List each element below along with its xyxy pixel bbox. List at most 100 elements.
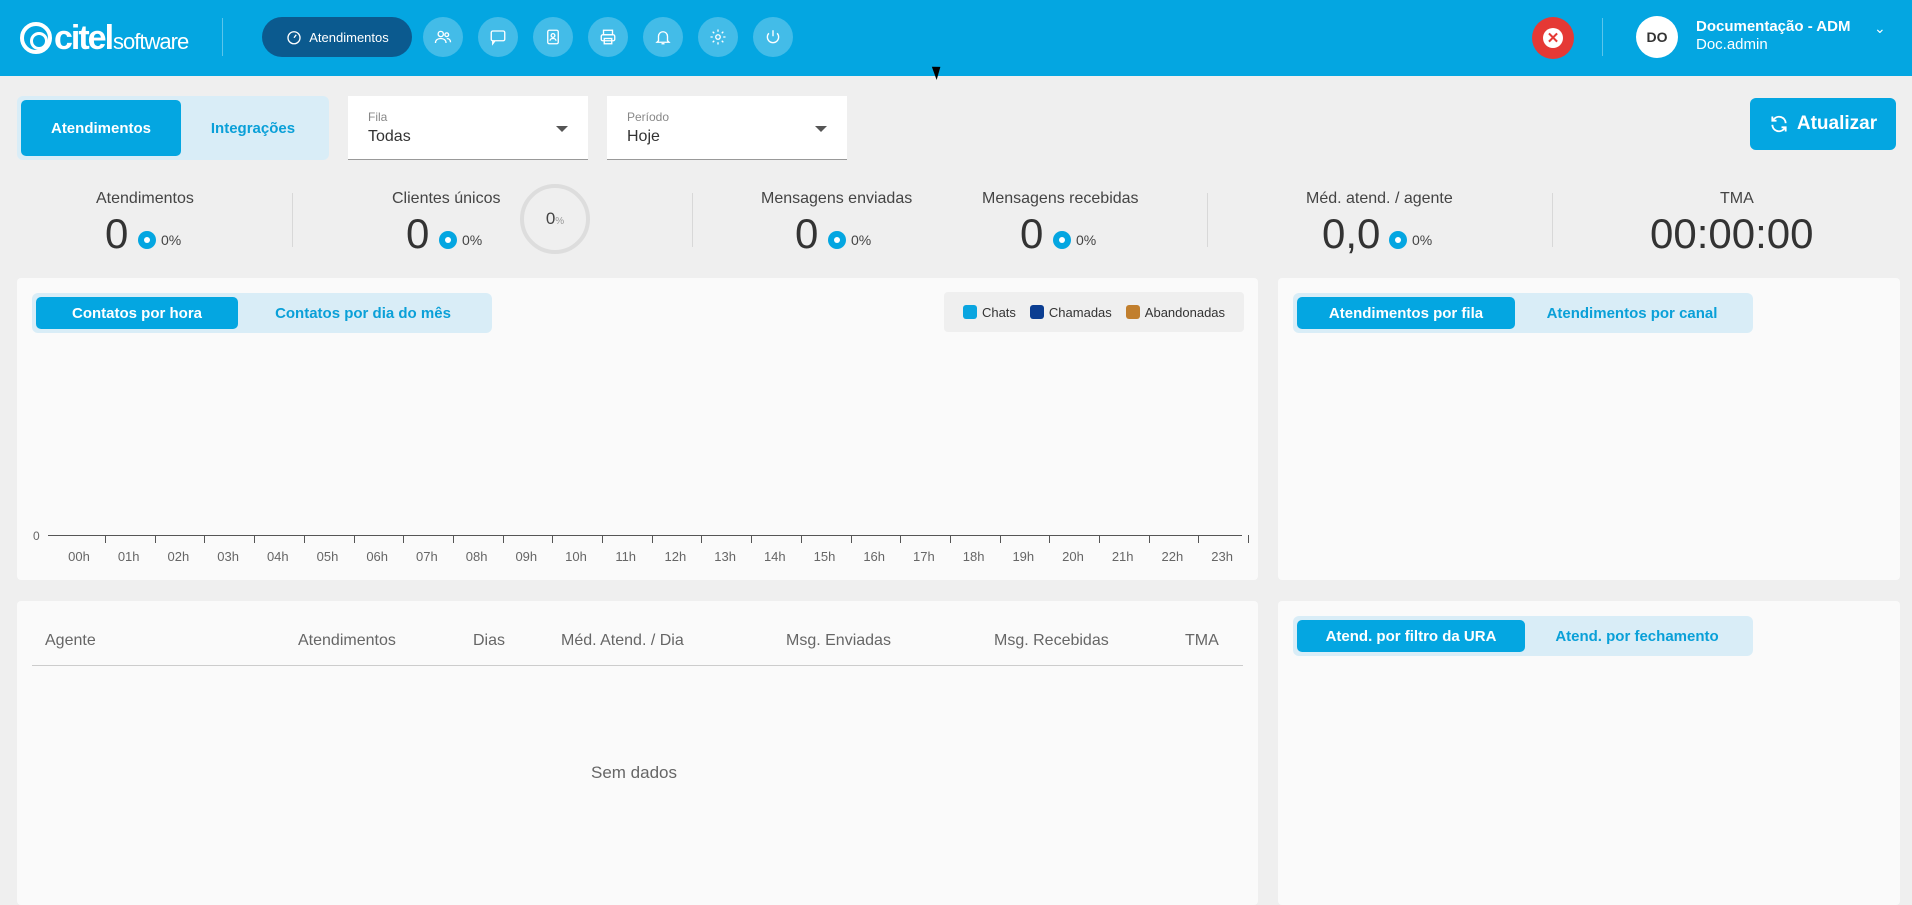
nav-settings-button[interactable] — [698, 17, 738, 57]
tab-atendimentos[interactable]: Atendimentos — [21, 100, 181, 156]
x-axis-tick-label: 05h — [316, 549, 339, 564]
legend-label-abandoned: Abandonadas — [1144, 304, 1226, 320]
refresh-icon — [1771, 115, 1787, 133]
nav-logout-button[interactable] — [753, 17, 793, 57]
refresh-button[interactable]: Atualizar — [1750, 98, 1896, 150]
gear-icon — [710, 29, 726, 45]
stat-recebidas-value: 0 — [1020, 210, 1044, 257]
col-header-media[interactable]: Méd. Atend. / Dia — [561, 632, 684, 649]
col-header-msg-enviadas[interactable]: Msg. Enviadas — [786, 632, 891, 649]
x-axis-tick — [502, 535, 504, 543]
user-name[interactable]: Documentação - ADM — [1696, 18, 1851, 35]
x-axis-tick-label: 14h — [763, 549, 786, 564]
legend-item-chats[interactable]: Chats — [962, 304, 1016, 320]
legend-swatch-abandoned — [1125, 305, 1140, 319]
x-axis-tick — [800, 535, 802, 543]
legend-item-abandoned[interactable]: Abandonadas — [1125, 304, 1226, 320]
stat-divider — [692, 193, 693, 247]
legend-label-chats: Chats — [981, 304, 1016, 320]
caret-down-icon — [556, 126, 568, 132]
col-header-tma[interactable]: TMA — [1185, 632, 1219, 649]
nav-atendimentos-label: Atendimentos — [309, 29, 389, 45]
target-icon — [828, 231, 846, 249]
x-axis-tick — [552, 535, 554, 543]
x-axis-tick — [1198, 535, 1200, 543]
stat-tma-title: TMA — [1720, 190, 1754, 207]
agent-table-panel — [17, 601, 1258, 905]
queue-select[interactable]: Fila Todas — [348, 96, 588, 160]
x-axis-tick — [751, 535, 753, 543]
period-select-value: Hoje — [627, 128, 660, 145]
x-axis-tick-label: 11h — [615, 549, 637, 564]
close-button[interactable]: ✕ — [1532, 17, 1574, 59]
chart-legend: Chats Chamadas Abandonadas — [944, 292, 1244, 332]
nav-print-button[interactable] — [588, 17, 628, 57]
x-axis-tick-label: 02h — [167, 549, 190, 564]
clientes-ring-gauge: 0% — [520, 184, 590, 254]
tab-contatos-por-dia[interactable]: Contatos por dia do mês — [275, 304, 451, 322]
stat-atendimentos: Atendimentos — [96, 190, 194, 208]
nav-notifications-button[interactable] — [643, 17, 683, 57]
nav-users-button[interactable] — [423, 17, 463, 57]
chevron-down-icon[interactable]: ⌄ — [1874, 20, 1886, 36]
x-axis-tick-label: 10h — [565, 549, 587, 564]
y-axis-zero-label: 0 — [33, 529, 40, 543]
x-axis-tick — [1248, 535, 1250, 543]
tab-atend-por-filtro-ura[interactable]: Atend. por filtro da URA — [1297, 620, 1525, 652]
x-axis-tick-label: 21h — [1111, 549, 1134, 564]
tab-integracoes[interactable]: Integrações — [210, 119, 296, 137]
x-axis-tick — [154, 535, 156, 543]
avatar[interactable]: DO — [1636, 16, 1678, 58]
col-header-atendimentos[interactable]: Atendimentos — [298, 632, 396, 649]
dashboard-gauge-icon — [287, 31, 301, 45]
x-axis-tick — [452, 535, 454, 543]
stat-atendimentos-pct-text: 0% — [161, 232, 182, 248]
x-axis-tick-label: 00h — [68, 549, 90, 564]
col-header-msg-recebidas[interactable]: Msg. Recebidas — [994, 632, 1109, 649]
nav-chat-button[interactable] — [478, 17, 518, 57]
stat-clientes-pct: 0% — [439, 231, 482, 249]
tab-atend-por-fechamento[interactable]: Atend. por fechamento — [1555, 627, 1719, 645]
chat-icon — [490, 30, 506, 46]
queue-select-label: Fila — [368, 110, 388, 124]
contacts-icon — [547, 29, 559, 45]
main-tab-group: Atendimentos Integrações — [17, 96, 329, 160]
period-select[interactable]: Período Hoje — [607, 96, 847, 160]
stat-recebidas: Mensagens recebidas — [982, 190, 1139, 208]
legend-swatch-calls — [1029, 305, 1044, 319]
col-header-agente[interactable]: Agente — [45, 632, 96, 649]
nav-contacts-button[interactable] — [533, 17, 573, 57]
nav-atendimentos-button[interactable]: Atendimentos — [262, 17, 412, 57]
col-header-dias[interactable]: Dias — [473, 632, 506, 649]
x-axis-tick-label: 09h — [515, 549, 538, 564]
stat-enviadas-value: 0 — [795, 210, 819, 257]
user-login: Doc.admin — [1696, 36, 1768, 53]
target-icon — [439, 231, 457, 249]
x-axis-tick — [254, 535, 256, 543]
stat-recebidas-pct: 0% — [1053, 231, 1096, 249]
x-axis-tick — [651, 535, 653, 543]
x-axis-tick-label: 12h — [664, 549, 687, 564]
x-axis-tick — [403, 535, 405, 543]
tab-contatos-por-hora[interactable]: Contatos por hora — [36, 297, 238, 329]
x-axis-tick — [1049, 535, 1051, 543]
x-axis-tick — [353, 535, 355, 543]
x-axis-tick-label: 13h — [714, 549, 736, 564]
tab-atendimentos-por-canal[interactable]: Atendimentos por canal — [1546, 304, 1718, 322]
x-axis-tick — [949, 535, 951, 543]
tab-atendimentos-por-fila[interactable]: Atendimentos por fila — [1297, 297, 1515, 329]
x-circle-icon: ✕ — [1543, 28, 1563, 48]
x-axis-tick — [1148, 535, 1150, 543]
stat-divider — [1552, 193, 1553, 247]
x-axis-tick-label: 03h — [217, 549, 239, 564]
stat-atendimentos-value: 0 — [105, 210, 129, 257]
caret-down-icon — [815, 126, 827, 132]
legend-item-calls[interactable]: Chamadas — [1029, 305, 1112, 320]
x-axis-tick-label: 18h — [962, 549, 985, 564]
x-axis-tick-label: 04h — [266, 549, 289, 564]
x-axis-tick — [1099, 535, 1100, 543]
stat-enviadas-pct: 0% — [828, 231, 871, 249]
users-icon — [434, 30, 452, 44]
stat-media: Méd. atend. / agente — [1306, 190, 1453, 208]
x-axis-tick — [602, 535, 603, 543]
